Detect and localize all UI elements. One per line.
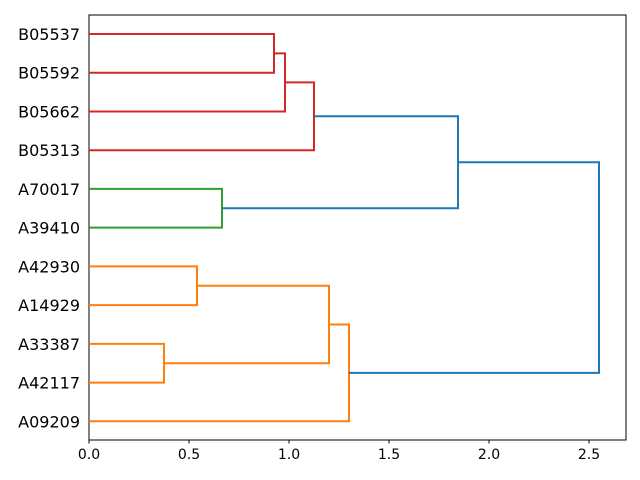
dendrogram-link <box>89 33 275 74</box>
leaf-label: A33387 <box>18 335 80 354</box>
x-tick-label: 0.0 <box>78 447 100 463</box>
leaf-label: B05592 <box>18 64 80 83</box>
dendrogram-link <box>89 342 165 384</box>
dendrogram-link <box>164 284 330 365</box>
leaf-label: A70017 <box>18 180 80 199</box>
x-tick-label: 1.0 <box>278 447 300 463</box>
dendrogram-link <box>222 115 459 210</box>
leaf-label: A14929 <box>18 296 80 315</box>
dendrogram-link <box>89 52 286 113</box>
leaf-label: B05537 <box>18 25 80 44</box>
x-tick-label: 1.5 <box>378 447 400 463</box>
x-tick-label: 2.0 <box>478 447 500 463</box>
dendrogram-link <box>349 161 600 374</box>
dendrogram-link <box>89 81 315 152</box>
leaf-label: A39410 <box>18 219 80 238</box>
x-tick-label: 0.5 <box>178 447 200 463</box>
dendrogram-link <box>89 187 223 229</box>
x-tick-label: 2.5 <box>578 447 600 463</box>
leaf-label: A42930 <box>18 257 80 276</box>
dendrogram-link <box>89 265 198 307</box>
leaf-label: B05662 <box>18 102 80 121</box>
leaf-label: A09209 <box>18 412 80 431</box>
leaf-label: B05313 <box>18 141 80 160</box>
dendrogram-link <box>89 323 350 423</box>
leaf-label: A42117 <box>18 374 80 393</box>
